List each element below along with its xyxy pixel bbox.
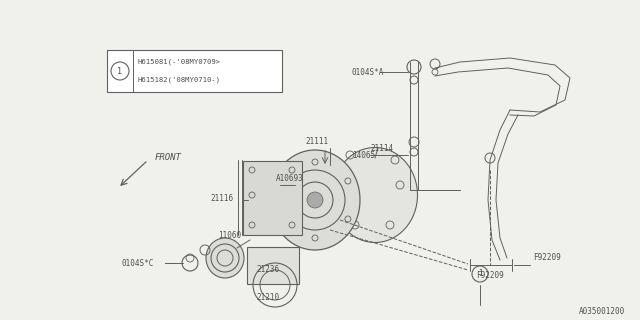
- Text: 21210: 21210: [256, 292, 279, 301]
- Text: FRONT: FRONT: [155, 153, 182, 162]
- Text: 1: 1: [477, 269, 483, 278]
- Circle shape: [307, 192, 323, 208]
- Text: 21114: 21114: [370, 143, 393, 153]
- Text: 11060: 11060: [218, 230, 241, 239]
- Text: H615081(-'08MY0709>: H615081(-'08MY0709>: [138, 59, 221, 65]
- Text: 0104S*C: 0104S*C: [122, 259, 154, 268]
- Text: F92209: F92209: [533, 253, 561, 262]
- Ellipse shape: [270, 150, 360, 250]
- FancyBboxPatch shape: [243, 161, 302, 235]
- Text: H615182('08MY0710-): H615182('08MY0710-): [138, 77, 221, 83]
- Text: 1: 1: [118, 67, 122, 76]
- Ellipse shape: [206, 238, 244, 278]
- Text: 14065: 14065: [352, 150, 375, 159]
- Bar: [107, 50, 282, 92]
- Text: 21111: 21111: [305, 137, 328, 146]
- Ellipse shape: [333, 148, 417, 243]
- Text: A10693: A10693: [276, 173, 304, 182]
- Text: 0104S*A: 0104S*A: [352, 68, 385, 76]
- Text: 21116: 21116: [210, 194, 233, 203]
- Text: 21236: 21236: [256, 265, 279, 274]
- Text: A035001200: A035001200: [579, 308, 625, 316]
- Text: F92209: F92209: [476, 270, 504, 279]
- FancyBboxPatch shape: [247, 247, 299, 284]
